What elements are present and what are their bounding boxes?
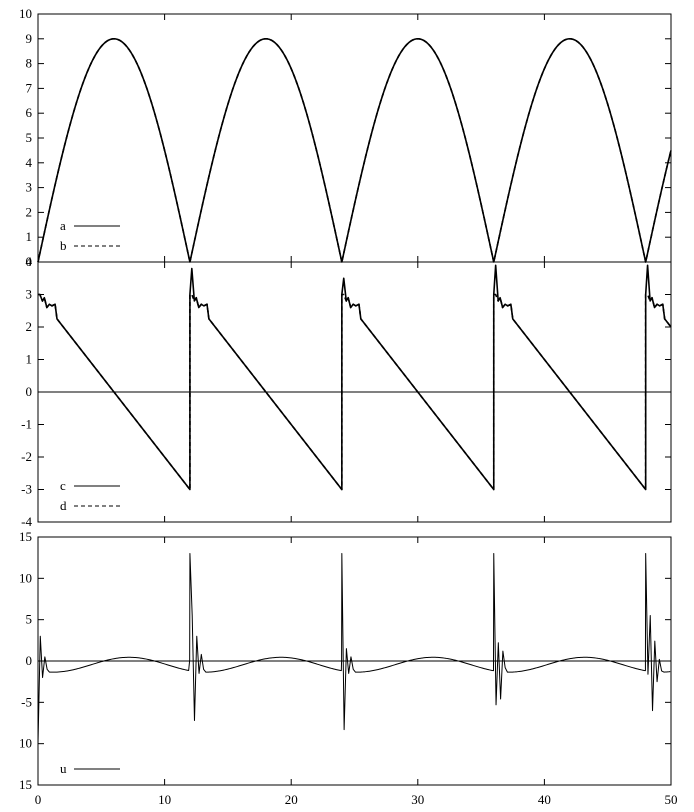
legend-label-u: u xyxy=(60,761,67,776)
panel-top: 0 1 2 3 4 5 6 7 8 9 10 ab xyxy=(19,6,672,269)
y-tick-label: 10 xyxy=(19,6,32,21)
y-tick-label: 10 xyxy=(19,570,32,585)
y-tick-label: 0 xyxy=(26,653,33,668)
y-tick-label: 4 xyxy=(26,254,33,269)
y-tick-label: 15 xyxy=(19,529,32,544)
legend-label-d: d xyxy=(60,498,67,513)
y-tick-label: 2 xyxy=(26,204,33,219)
y-tick-label: 4 xyxy=(26,155,33,170)
y-tick-label: 0 xyxy=(26,384,33,399)
x-tick-label: 30 xyxy=(411,792,424,807)
y-tick-label: 1 xyxy=(26,229,33,244)
series-line-u xyxy=(37,553,671,744)
series-line-a xyxy=(37,38,672,263)
y-tick-label: 15 xyxy=(19,777,32,792)
y-tick-label: 8 xyxy=(26,56,33,71)
plot-frame xyxy=(37,13,672,263)
y-tick-label: 3 xyxy=(26,287,33,302)
x-tick-label: 20 xyxy=(285,792,298,807)
y-tick-label: 5 xyxy=(26,130,33,145)
x-tick-label: 40 xyxy=(538,792,551,807)
y-tick-label: 6 xyxy=(26,105,33,120)
legend-label-b: b xyxy=(60,238,67,253)
y-tick-label: 5 xyxy=(26,612,33,627)
y-tick-label: 10 xyxy=(19,736,32,751)
y-tick-label: -5 xyxy=(21,694,32,709)
x-tick-label: 50 xyxy=(665,792,678,807)
y-tick-label: -3 xyxy=(21,482,32,497)
series-line-b xyxy=(37,38,672,263)
x-tick-label: 0 xyxy=(35,792,42,807)
legend-label-a: a xyxy=(60,218,66,233)
y-tick-label: 0 xyxy=(26,254,33,269)
y-tick-label: 9 xyxy=(26,31,33,46)
legend-label-c: c xyxy=(60,478,66,493)
y-tick-label: -1 xyxy=(21,417,32,432)
series-line-d xyxy=(38,293,672,491)
y-tick-label: 3 xyxy=(26,180,33,195)
x-tick-label: 10 xyxy=(158,792,171,807)
y-tick-label: -4 xyxy=(21,514,32,529)
y-tick-label: 7 xyxy=(26,80,33,95)
y-tick-label: -2 xyxy=(21,449,32,464)
panel-middle: -4 -3 -2 -1 0 1 2 3 4 cd xyxy=(21,254,672,529)
y-tick-label: 1 xyxy=(26,352,33,367)
series-line-c xyxy=(38,264,672,491)
y-tick-label: 2 xyxy=(26,319,33,334)
